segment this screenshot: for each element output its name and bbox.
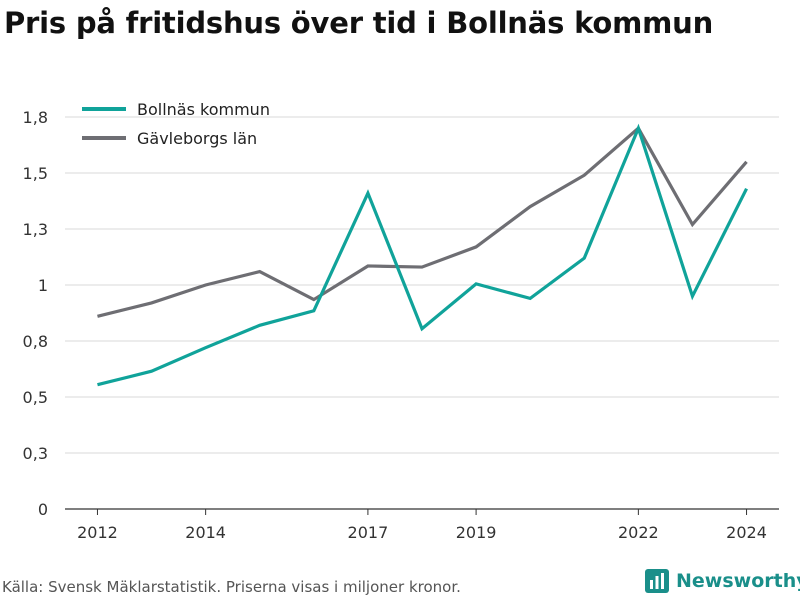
grid-lines: [65, 116, 779, 454]
x-tick-label: 2022: [618, 523, 659, 542]
x-tick-label: 2014: [185, 523, 226, 542]
y-tick-label: 1,8: [23, 108, 48, 127]
series-lines: [97, 123, 748, 387]
x-tick-label: 2024: [726, 523, 767, 542]
x-tick-label: 2012: [77, 523, 118, 542]
y-tick-label: 0: [38, 500, 48, 519]
series-line: [97, 123, 748, 387]
x-tick-label: 2017: [348, 523, 389, 542]
legend-label: Bollnäs kommun: [137, 100, 270, 119]
brand-name: Newsworthy: [676, 570, 800, 592]
y-tick-label: 1,5: [23, 164, 48, 183]
y-tick-label: 0,3: [23, 444, 48, 463]
legend: Bollnäs kommun Gävleborgs län: [82, 100, 270, 148]
axes: 0 0,3 0,5 0,8 1 1,3 1,5 1,8 2012 2014 2017 2019 2022…: [23, 108, 779, 542]
legend-label: Gävleborgs län: [137, 129, 257, 148]
source-note: Källa: Svensk Mäklarstatistik. Priserna …: [2, 578, 461, 596]
y-tick-label: 0,5: [23, 388, 48, 407]
x-tick-label: 2019: [456, 523, 497, 542]
y-tick-label: 1,3: [23, 220, 48, 239]
chart-title: Pris på fritidshus över tid i Bollnäs ko…: [4, 6, 714, 40]
brand-logo: Newsworthy: [644, 568, 800, 594]
series-line: [97, 125, 748, 318]
y-tick-label: 0,8: [23, 332, 48, 351]
newsworthy-logo-icon: [645, 569, 669, 593]
y-tick-label: 1: [38, 276, 48, 295]
